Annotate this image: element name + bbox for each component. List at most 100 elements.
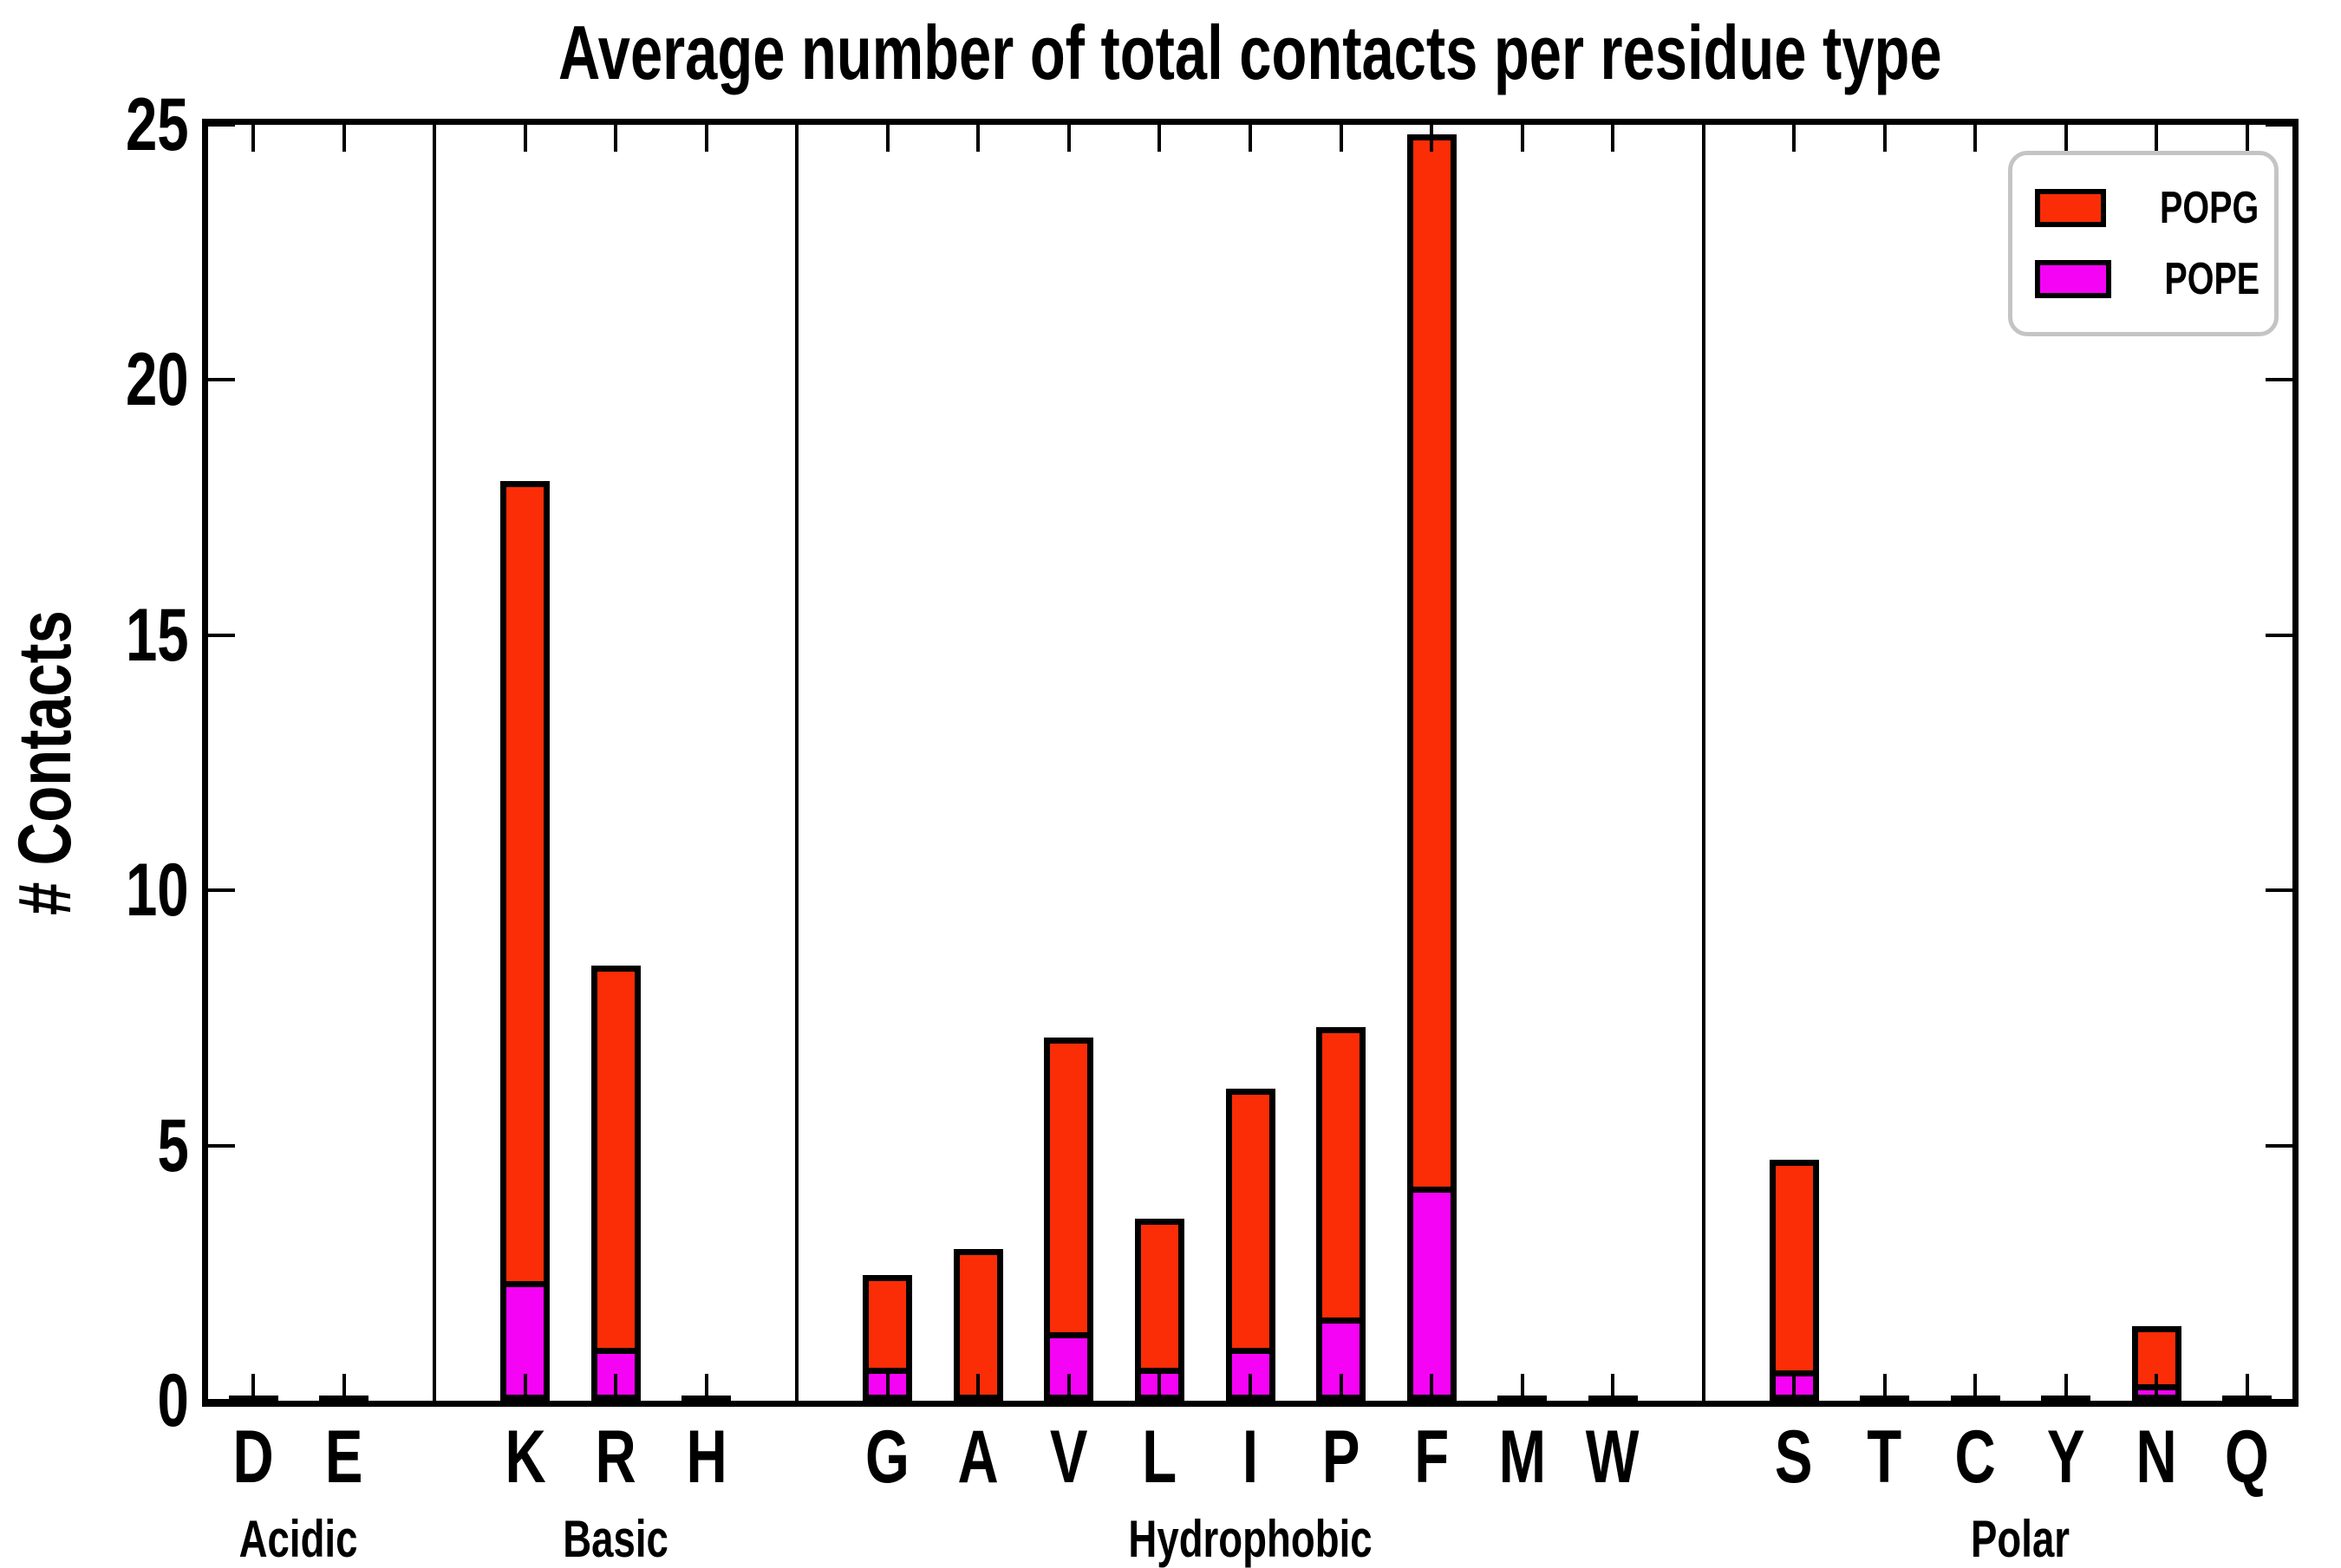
x-tick-bottom: [2064, 1374, 2068, 1401]
x-label-M: M: [1462, 1420, 1583, 1494]
y-tick-right: [2266, 378, 2292, 382]
x-label-T: T: [1824, 1420, 1946, 1494]
x-tick-top: [523, 125, 527, 152]
x-label-text: R: [595, 1415, 636, 1499]
x-tick-bottom: [1157, 1374, 1162, 1401]
x-tick-bottom: [1339, 1374, 1343, 1401]
x-tick-bottom: [976, 1374, 981, 1401]
x-label-text: E: [324, 1415, 363, 1499]
x-tick-bottom: [1249, 1374, 1252, 1401]
y-tick-left: [208, 633, 235, 637]
x-tick-bottom: [1066, 1374, 1071, 1401]
bar-V-pope-segment: [1050, 1332, 1088, 1395]
legend-label-text: POPG: [2159, 183, 2259, 233]
x-label-text: H: [686, 1415, 727, 1499]
chart-title-text: Average number of total contacts per res…: [558, 10, 1942, 95]
x-label-C: C: [1914, 1420, 2036, 1494]
x-label-text: P: [1321, 1415, 1360, 1499]
group-label-text: Hydrophobic: [1128, 1510, 1373, 1568]
x-label-text: M: [1498, 1415, 1546, 1499]
chart-title: Average number of total contacts per res…: [208, 5, 2292, 101]
x-label-I: I: [1190, 1420, 1311, 1494]
y-tick-right: [2266, 633, 2292, 637]
x-label-D: D: [192, 1420, 314, 1494]
y-tick-label-text: 10: [126, 849, 189, 933]
group-label-text: Polar: [1971, 1510, 2070, 1568]
x-label-L: L: [1099, 1420, 1220, 1494]
x-label-text: Q: [2225, 1415, 2270, 1499]
x-tick-top: [251, 125, 256, 152]
y-tick-left: [208, 1399, 235, 1402]
x-label-text: S: [1775, 1415, 1813, 1499]
plot-area: [208, 123, 2292, 1402]
bar-I: [1225, 1089, 1275, 1401]
x-tick-top: [2155, 125, 2159, 152]
x-tick-bottom: [2245, 1374, 2249, 1401]
x-label-text: N: [2136, 1415, 2177, 1499]
group-label-text: Basic: [563, 1510, 669, 1568]
legend-swatch-popg: [2035, 189, 2106, 227]
x-label-text: T: [1867, 1415, 1902, 1499]
x-label-Y: Y: [2005, 1420, 2127, 1494]
legend-label-text: POPE: [2163, 254, 2259, 304]
x-label-E: E: [284, 1420, 405, 1494]
legend-item-popg: POPG: [2035, 182, 2274, 234]
x-tick-top: [1249, 125, 1252, 152]
x-tick-bottom: [1973, 1374, 1978, 1401]
group-label-Hydrophobic: Hydrophobic: [1034, 1512, 1467, 1567]
x-label-text: F: [1414, 1415, 1449, 1499]
x-label-R: R: [555, 1420, 676, 1494]
x-tick-top: [1792, 125, 1797, 152]
x-tick-top: [1339, 125, 1343, 152]
x-label-F: F: [1371, 1420, 1492, 1494]
bar-K: [500, 481, 551, 1401]
x-label-K: K: [465, 1420, 586, 1494]
legend-swatch-pope: [2035, 260, 2111, 298]
bar-P: [1316, 1027, 1366, 1401]
group-label-Polar: Polar: [1803, 1512, 2237, 1567]
x-label-P: P: [1281, 1420, 1402, 1494]
x-tick-bottom: [614, 1374, 618, 1401]
x-label-text: L: [1142, 1415, 1177, 1499]
x-tick-top: [1973, 125, 1978, 152]
x-label-N: N: [2096, 1420, 2217, 1494]
x-label-text: W: [1586, 1415, 1640, 1499]
legend-item-pope: POPE: [2035, 253, 2274, 305]
x-tick-bottom: [1611, 1374, 1615, 1401]
y-tick-label-25: 25: [42, 83, 189, 166]
y-tick-label-text: 15: [126, 593, 189, 677]
x-label-text: G: [865, 1415, 910, 1499]
y-tick-right: [2266, 123, 2292, 127]
y-tick-right: [2266, 888, 2292, 893]
x-label-text: C: [1954, 1415, 1996, 1499]
x-label-text: A: [957, 1415, 1000, 1499]
x-tick-bottom: [1520, 1374, 1524, 1401]
x-tick-bottom: [1792, 1374, 1797, 1401]
y-tick-left: [208, 378, 235, 382]
x-label-W: W: [1552, 1420, 1673, 1494]
x-tick-bottom: [704, 1374, 708, 1401]
x-tick-top: [1066, 125, 1071, 152]
bar-F-pope-segment: [1412, 1187, 1451, 1395]
x-label-S: S: [1733, 1420, 1855, 1494]
x-label-text: V: [1050, 1415, 1088, 1499]
x-tick-top: [1611, 125, 1615, 152]
y-tick-label-10: 10: [42, 849, 189, 932]
x-label-V: V: [1008, 1420, 1130, 1494]
x-label-text: I: [1242, 1415, 1259, 1499]
x-tick-top: [2064, 125, 2068, 152]
bar-V: [1044, 1038, 1094, 1401]
bar-F: [1406, 134, 1457, 1401]
x-label-A: A: [917, 1420, 1039, 1494]
x-tick-top: [342, 125, 346, 152]
x-tick-top: [1157, 125, 1162, 152]
x-tick-top: [2245, 125, 2249, 152]
group-divider: [1701, 125, 1705, 1401]
y-tick-label-0: 0: [42, 1359, 189, 1442]
y-tick-label-5: 5: [42, 1104, 189, 1187]
x-tick-bottom: [342, 1374, 346, 1401]
y-tick-right: [2266, 1399, 2292, 1402]
x-tick-bottom: [1430, 1374, 1434, 1401]
y-tick-label-text: 5: [157, 1103, 189, 1187]
